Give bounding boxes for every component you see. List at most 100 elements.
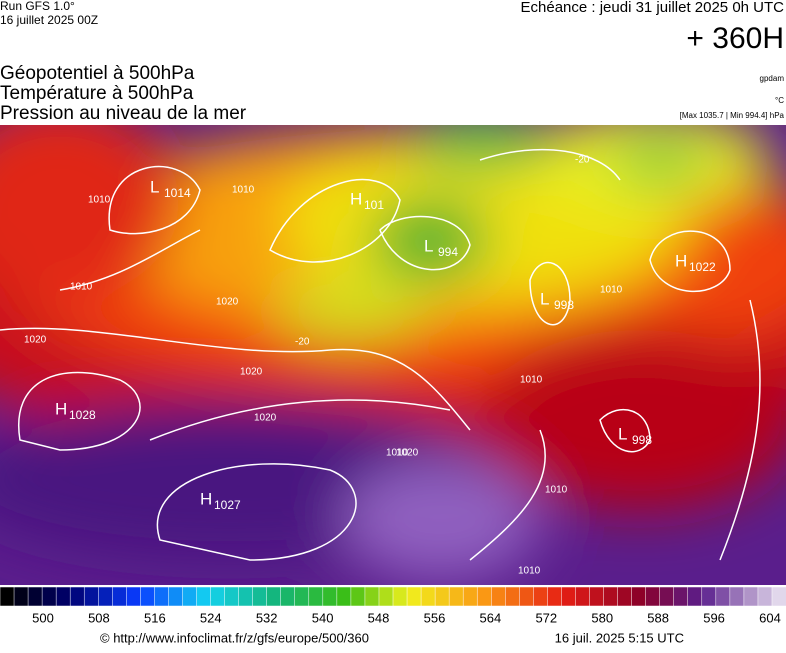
- isobar-label: 1020: [396, 448, 419, 459]
- pressure-letter: L: [618, 424, 627, 443]
- colorbar-label: 548: [368, 610, 390, 625]
- footer-timestamp: 16 juil. 2025 5:15 UTC: [555, 630, 684, 645]
- colorbar-cell: [519, 586, 535, 607]
- colorbar-cell: [462, 586, 478, 607]
- colorbar-cell: [252, 586, 268, 607]
- footer-url: © http://www.infoclimat.fr/z/gfs/europe/…: [100, 630, 369, 645]
- colorbar-cell: [322, 586, 338, 607]
- colorbar-cell: [154, 586, 170, 607]
- isobar-label: -20: [575, 155, 590, 166]
- colorbar-cell: [55, 586, 71, 607]
- isobar-label: 1020: [254, 413, 277, 424]
- run: Run GFS 1.0°: [0, 0, 75, 13]
- colorbar-cell: [505, 586, 521, 607]
- colorbar-cell: [420, 586, 436, 607]
- colorbar-cell: [659, 586, 675, 607]
- colorbar-cell: [168, 586, 184, 607]
- pressure-letter: H: [200, 489, 212, 508]
- colorbar-label: 516: [144, 610, 166, 625]
- colorbar-cell: [0, 586, 15, 607]
- pressure-letter: H: [350, 189, 362, 208]
- isobar-label: 1010: [545, 485, 568, 496]
- pressure-value: 994: [438, 245, 458, 259]
- colorbar-cell: [771, 586, 786, 607]
- pressure-letter: L: [424, 236, 433, 255]
- colorbar-cell: [378, 586, 394, 607]
- pressure-letter: L: [540, 289, 549, 308]
- colorbar-cell: [210, 586, 226, 607]
- isobar-label: 1010: [386, 448, 409, 459]
- isobar-label: 1020: [216, 297, 239, 308]
- colorbar-cell: [757, 586, 773, 607]
- unit: [Max 1035.7 | Min 994.4] hPa: [680, 111, 785, 120]
- colorbar-cell: [294, 586, 310, 607]
- pressure-letter: H: [55, 399, 67, 418]
- unit: gpdam: [760, 74, 785, 83]
- isobar-label: 1010: [70, 282, 93, 293]
- pressure-value: 1027: [214, 498, 241, 512]
- pressure-value: 998: [554, 298, 574, 312]
- colorbar-label: 596: [703, 610, 725, 625]
- colorbar-label: 556: [424, 610, 446, 625]
- colorbar-label: 580: [591, 610, 613, 625]
- colorbar-cell: [617, 586, 633, 607]
- isobar-label: 1010: [232, 185, 255, 196]
- colorbar-cell: [13, 586, 29, 607]
- colorbar-cell: [561, 586, 577, 607]
- colorbar-cell: [434, 586, 450, 607]
- pressure-value: 998: [632, 433, 652, 447]
- colorbar-cell: [27, 586, 43, 607]
- colorbar-label: 588: [647, 610, 669, 625]
- colorbar-cell: [687, 586, 703, 607]
- forecast-offset: + 360H: [686, 22, 784, 55]
- colorbar-label: 500: [32, 610, 54, 625]
- colorbar-cell: [743, 586, 759, 607]
- pressure-value: 1014: [164, 186, 191, 200]
- colorbar-cell: [715, 586, 731, 607]
- colorbar-cell: [350, 586, 366, 607]
- pressure-value: 1028: [69, 408, 96, 422]
- colorbar-cell: [224, 586, 240, 607]
- isobar-label: 1010: [88, 195, 111, 206]
- colorbar-cell: [266, 586, 282, 607]
- colorbar-cell: [98, 586, 114, 607]
- colorbar-cell: [140, 586, 156, 607]
- colorbar-cell: [69, 586, 85, 607]
- colorbar-cell: [476, 586, 493, 607]
- colorbar-cell: [575, 586, 591, 607]
- colorbar: 500 508 516 524 532 540 548 556 564 572 580 588 596 6…: [0, 586, 786, 625]
- colorbar-cell: [308, 586, 324, 607]
- colorbar-cell: [182, 586, 198, 607]
- isobar-label: 1010: [600, 285, 623, 296]
- pressure-letter: H: [675, 251, 687, 270]
- colorbar-cell: [336, 586, 352, 607]
- colorbar-cell: [83, 586, 100, 607]
- echeance: Echéance : jeudi 31 juillet 2025 0h UTC: [521, 0, 785, 16]
- colorbar-label: 524: [200, 610, 222, 625]
- colorbar-cell: [673, 586, 689, 607]
- unit: °C: [775, 96, 784, 105]
- colorbar-label: 532: [256, 610, 278, 625]
- colorbar-cell: [41, 586, 57, 607]
- colorbar-cell: [701, 586, 717, 607]
- colorbar-cell: [280, 586, 296, 607]
- run-date: 16 juillet 2025 00Z: [0, 13, 98, 27]
- isobars: [0, 148, 761, 561]
- colorbar-cell: [448, 586, 464, 607]
- colorbar-cell: [406, 586, 422, 607]
- colorbar-cell: [589, 586, 605, 607]
- colorbar-cell: [112, 586, 128, 607]
- pressure-letter: L: [150, 177, 159, 196]
- colorbar-cell: [364, 586, 380, 607]
- colorbar-cell: [533, 586, 549, 607]
- colorbar-label: 572: [535, 610, 557, 625]
- isobar-label: 1010: [520, 375, 543, 386]
- layer-title: Géopotentiel à 500hPa: [0, 63, 195, 84]
- colorbar-cell: [126, 586, 142, 607]
- colorbar-cell: [491, 586, 507, 607]
- pressure-value: 1022: [689, 260, 716, 274]
- colorbar-label: 564: [480, 610, 502, 625]
